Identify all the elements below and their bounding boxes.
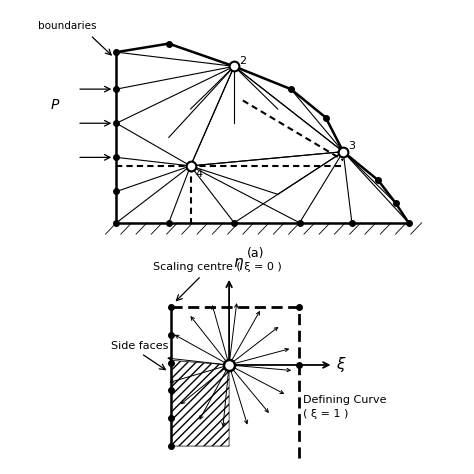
Text: boundaries: boundaries — [38, 21, 96, 31]
Text: 3: 3 — [348, 141, 356, 151]
Text: P: P — [51, 98, 59, 112]
Text: Scaling centre ( ξ = 0 ): Scaling centre ( ξ = 0 ) — [153, 262, 282, 272]
Text: 2: 2 — [239, 55, 246, 65]
Text: ( ξ = 1 ): ( ξ = 1 ) — [303, 409, 349, 419]
Text: 4: 4 — [196, 169, 203, 179]
Text: $\eta$: $\eta$ — [233, 256, 244, 272]
Text: $\xi$: $\xi$ — [336, 356, 346, 374]
Text: Defining Curve: Defining Curve — [303, 395, 387, 405]
Text: Side faces: Side faces — [111, 341, 168, 351]
Text: (a): (a) — [247, 247, 264, 260]
